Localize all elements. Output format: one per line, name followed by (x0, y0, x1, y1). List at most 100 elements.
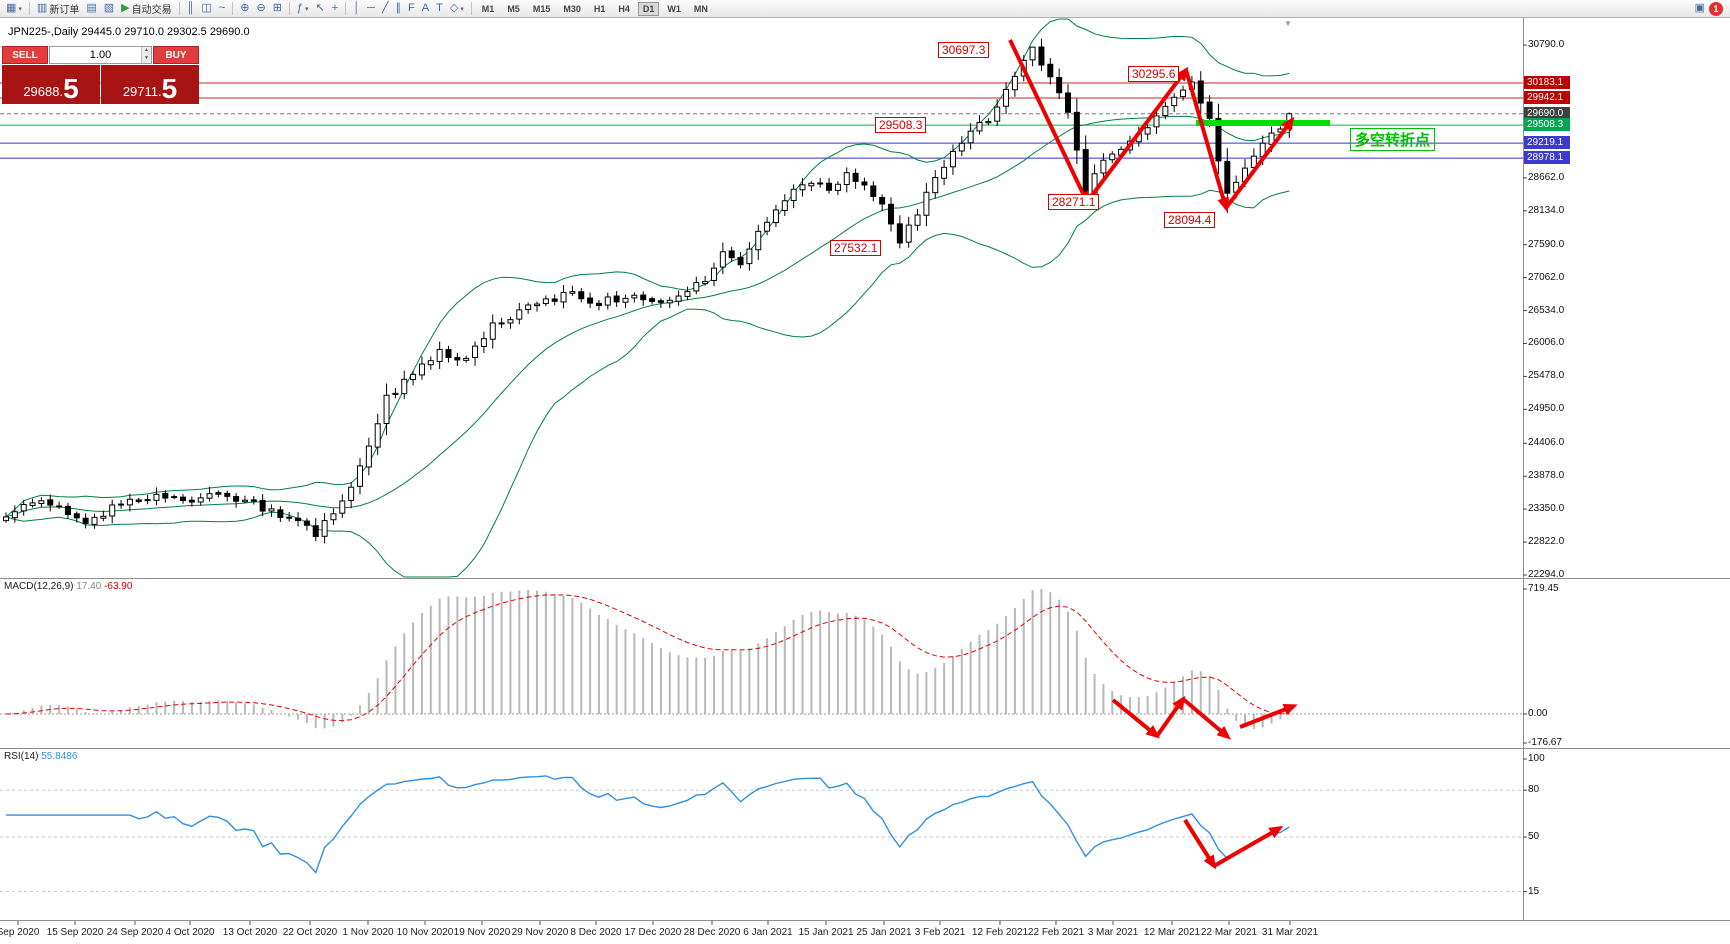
support-zone-line[interactable] (1196, 120, 1330, 126)
rsi-axis-tick: 100 (1528, 753, 1545, 764)
volume-input[interactable]: 1.00 ▲ ▼ (49, 46, 152, 64)
trendline-icon: ╱ (381, 2, 389, 14)
price-annotation-label[interactable]: 29508.3 (875, 117, 927, 133)
macd-axis-tick: -176.67 (1528, 737, 1562, 748)
time-axis-label: 3 Feb 2021 (914, 927, 966, 938)
cursor-icon[interactable]: ↖ (313, 1, 328, 17)
timeframe-h1[interactable]: H1 (593, 3, 606, 14)
one-click-trading-panel: SELL 1.00 ▲ ▼ BUY 29688. 5 29711. 5 (2, 46, 199, 104)
sell-button[interactable]: SELL (2, 46, 48, 64)
text-label-icon: T (436, 2, 443, 14)
price-axis-tick: 26534.0 (1528, 305, 1565, 316)
buy-button[interactable]: BUY (153, 46, 199, 64)
text-icon[interactable]: A (419, 1, 432, 17)
macd-trend-arrows[interactable] (1111, 695, 1298, 740)
chart-window-icon[interactable]: ▤ (83, 1, 99, 17)
volume-decrease-button[interactable]: ▼ (142, 55, 151, 63)
rsi-label: RSI(14) (4, 751, 42, 762)
indicators-icon: ƒ (296, 2, 304, 14)
fibonacci-icon[interactable]: F (405, 1, 418, 17)
rsi-line (6, 775, 1290, 874)
zoom-out-icon: ⊖ (256, 2, 266, 14)
new-order-button: ▥ (36, 2, 48, 14)
dropdown-arrow-icon[interactable]: ▾ (305, 5, 309, 13)
price-annotation-label[interactable]: 30295.6 (1128, 66, 1180, 82)
volume-value: 1.00 (89, 49, 112, 61)
timeframe-mn[interactable]: MN (693, 3, 708, 14)
text-label-icon[interactable]: T (433, 1, 446, 17)
time-axis-label: 13 Oct 2020 (222, 927, 278, 938)
time-axis-label: Sep 2020 (0, 927, 40, 938)
timeframe-m5[interactable]: M5 (507, 3, 520, 14)
time-axis-label: 17 Dec 2020 (624, 927, 682, 938)
candlestick-chart-icon[interactable]: ◫ (198, 1, 214, 17)
zoom-out-icon[interactable]: ⊖ (253, 1, 268, 17)
strategy-tester-icon[interactable]: ▧ (101, 1, 117, 17)
chart-title: JPN225-,Daily 29445.0 29710.0 29302.5 29… (8, 26, 250, 38)
price-axis-tick: 28134.0 (1528, 205, 1565, 216)
autotrading-button[interactable]: ▶ 自动交易 (118, 1, 174, 17)
autotrading-button-label: 自动交易 (131, 5, 172, 16)
new-order-button-label: 新订单 (49, 5, 80, 16)
tile-windows-icon[interactable]: ⊞ (270, 1, 285, 17)
crosshair-icon[interactable]: + (329, 1, 341, 17)
price-axis-tick: 25478.0 (1528, 370, 1565, 381)
price-annotation-label[interactable]: 28094.4 (1164, 212, 1216, 228)
price-axis-highlight-label: 29690.0 (1524, 107, 1570, 120)
indicators-icon[interactable]: ƒ ▾ (294, 1, 312, 17)
bar-chart-icon[interactable]: ║ (184, 1, 198, 17)
shapes-icon[interactable]: ◇ ▾ (447, 1, 467, 17)
price-annotation-label[interactable]: 27532.1 (830, 240, 882, 256)
price-annotation-label[interactable]: 30697.3 (938, 42, 990, 58)
vertical-line-icon[interactable]: │ (350, 1, 363, 17)
price-annotation-label[interactable]: 28271.1 (1048, 194, 1100, 210)
timeframe-m1[interactable]: M1 (481, 3, 495, 14)
main-trend-arrows[interactable] (1008, 39, 1295, 212)
price-axis-highlight-label: 30183.1 (1524, 76, 1570, 89)
time-axis-label: 3 Mar 2021 (1087, 927, 1139, 938)
rsi-value: 55.8486 (41, 751, 78, 762)
toolbar-separator (28, 2, 30, 15)
toolbar-separator (288, 2, 290, 15)
macd-main-value: 17.40 (76, 581, 105, 592)
note-label[interactable]: 多空转折点 (1350, 128, 1436, 151)
toolbar-separator (470, 2, 472, 15)
macd-axis-tick: 719.45 (1528, 583, 1559, 594)
equidistant-channel-icon[interactable]: ∥ (393, 1, 405, 17)
strategy-tester-icon: ▧ (103, 2, 115, 14)
timeframe-h4[interactable]: H4 (618, 3, 630, 14)
price-axis-tick: 24406.0 (1528, 437, 1565, 448)
charts-icon[interactable]: ▦ ▾ (3, 1, 25, 17)
timeframe-m30[interactable]: M30 (563, 3, 581, 14)
zoom-in-icon[interactable]: ⊕ (237, 1, 252, 17)
price-axis-tick: 26006.0 (1528, 337, 1565, 348)
dropdown-arrow-icon[interactable]: ▾ (18, 5, 22, 13)
trendline-icon[interactable]: ╱ (379, 1, 392, 17)
buy-price-display[interactable]: 29711. 5 (101, 65, 199, 104)
chart-window-icon: ▤ (86, 2, 97, 14)
rsi-axis-tick: 80 (1528, 784, 1540, 795)
time-axis-label: 28 Dec 2020 (683, 927, 741, 938)
sell-price-display[interactable]: 29688. 5 (2, 65, 100, 104)
charts-icon: ▦ (6, 2, 17, 14)
timeframe-d1[interactable]: D1 (637, 1, 660, 16)
horizontal-line-icon[interactable]: ─ (364, 1, 378, 17)
notification-badge[interactable]: 1 (1709, 1, 1723, 16)
macd-signal-value: -63.90 (104, 581, 133, 592)
equidistant-channel-icon: ∥ (395, 2, 402, 14)
volume-increase-button[interactable]: ▲ (142, 47, 151, 55)
price-axis-highlight-label: 29942.1 (1524, 91, 1570, 104)
rsi-axis-tick: 50 (1528, 831, 1540, 842)
toolbar-right-group: ▣ 1 (1694, 1, 1727, 16)
dropdown-arrow-icon[interactable]: ▾ (460, 5, 464, 13)
rsi-trend-arrows[interactable] (1183, 818, 1284, 870)
new-order-button[interactable]: ▥ 新订单 (34, 1, 82, 17)
line-chart-icon[interactable]: ~ (216, 1, 228, 17)
chart-shift-marker: ▼ (1284, 19, 1292, 28)
toolbar-separator (232, 2, 234, 15)
timeframe-w1[interactable]: W1 (667, 3, 681, 14)
community-icon[interactable]: ▣ (1694, 2, 1705, 14)
timeframe-m15[interactable]: M15 (532, 3, 551, 14)
